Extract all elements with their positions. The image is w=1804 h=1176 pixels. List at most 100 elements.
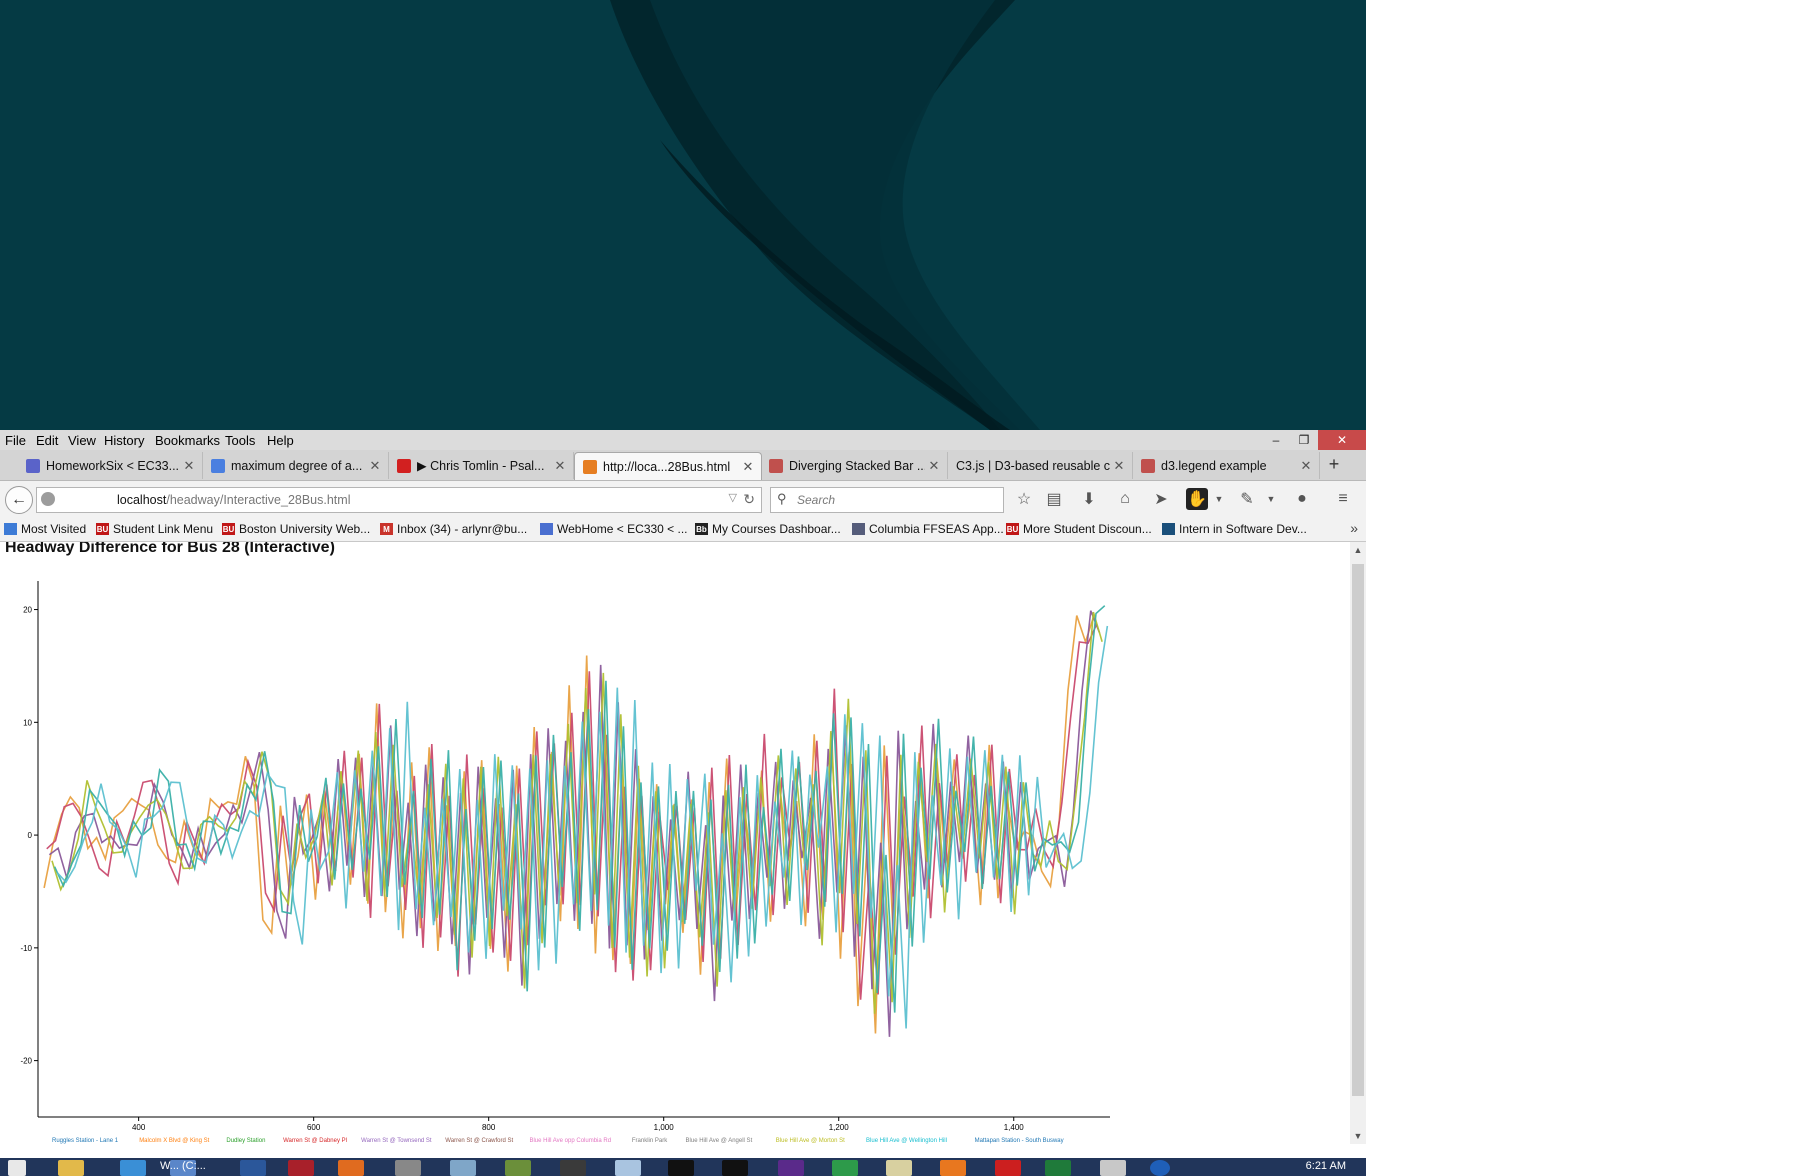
star-icon[interactable]: ☆ [1016, 491, 1032, 508]
tab-c3js[interactable]: C3.js | D3-based reusable c... ✕ [948, 452, 1133, 479]
bookmark-more-discounts[interactable]: BU More Student Discoun... [1006, 522, 1152, 536]
menu-edit[interactable]: Edit [36, 433, 59, 448]
menu-help[interactable]: Help [267, 433, 294, 448]
file-explorer-icon[interactable] [58, 1160, 84, 1176]
reload-icon[interactable]: ↻ [743, 491, 755, 507]
chrome-icon[interactable] [832, 1160, 858, 1176]
scrollbar-thumb[interactable] [1352, 564, 1364, 1096]
app-icon[interactable] [560, 1160, 586, 1176]
search-input[interactable]: ⚲ Search [770, 487, 1004, 513]
tab-title: C3.js | D3-based reusable c... [956, 458, 1110, 473]
youtube-icon [397, 458, 411, 473]
tab-close-icon[interactable]: ✕ [742, 458, 754, 474]
tab-strip: HomeworkSix < EC33... ✕ maximum degree o… [0, 450, 1366, 481]
legend-item: Ruggles Station - Lane 1 [52, 1138, 119, 1144]
menu-file[interactable]: File [5, 433, 26, 448]
menu-view[interactable]: View [68, 433, 96, 448]
pen-icon[interactable]: ✎ [1240, 491, 1254, 508]
home-icon[interactable]: ⌂ [1120, 490, 1130, 507]
legend-item: Mattapan Station - South Busway [975, 1138, 1064, 1144]
start-button-icon[interactable] [8, 1160, 26, 1176]
menu-tools[interactable]: Tools [225, 433, 256, 448]
y-tick-label: -20 [20, 1057, 32, 1066]
bookmarks-overflow-icon[interactable]: » [1350, 520, 1358, 536]
dropdown-icon[interactable]: ▼ [1266, 494, 1276, 504]
terminal-icon[interactable] [722, 1160, 748, 1176]
y-tick-label: 10 [23, 718, 32, 727]
minimize-button[interactable]: – [1272, 433, 1280, 447]
tab-homework[interactable]: HomeworkSix < EC33... ✕ [18, 452, 203, 479]
taskbar-clock[interactable]: 6:21 AM [1305, 1160, 1346, 1172]
bookmark-bu-web[interactable]: BU Boston University Web... [222, 522, 370, 536]
bookmark-webhome[interactable]: WebHome < EC330 < ... [540, 522, 688, 536]
bookmark-label: Inbox (34) - arlynr@bu... [397, 522, 528, 536]
bookmark-columbia[interactable]: Columbia FFSEAS App... [852, 522, 1004, 536]
bl-ocks-icon [769, 458, 783, 473]
tab-close-icon[interactable]: ✕ [554, 457, 566, 473]
help-icon[interactable] [1150, 1160, 1170, 1176]
desktop-wallpaper [0, 0, 1366, 430]
send-icon[interactable]: ➤ [1154, 491, 1168, 508]
site-identity-icon[interactable] [41, 492, 55, 506]
taskbar-window-label[interactable]: W... (C:... [160, 1160, 206, 1172]
app-icon[interactable] [120, 1160, 146, 1176]
headway-line-chart[interactable]: 20 10 0 -10 -20 400 600 800 1,000 1,200 1,400 Ruggl… [0, 542, 1350, 1144]
series-line [46, 623, 1098, 1000]
background-area [1366, 0, 1804, 1176]
tab-interactive-28bus[interactable]: http://loca...28Bus.html ✕ [574, 452, 762, 480]
page-content: Headway Difference for Bus 28 (Interacti… [0, 542, 1350, 1144]
scroll-up-icon[interactable]: ▲ [1353, 545, 1363, 555]
app-icon[interactable] [170, 1160, 196, 1176]
close-window-button[interactable]: ✕ [1318, 430, 1366, 450]
back-arrow-icon[interactable]: ← [5, 486, 33, 514]
tab-close-icon[interactable]: ✕ [369, 457, 381, 473]
app-icon[interactable] [288, 1160, 314, 1176]
chat-icon[interactable]: ● [1297, 490, 1307, 507]
bookmark-most-visited[interactable]: Most Visited [4, 522, 86, 536]
excel-icon[interactable] [1045, 1160, 1071, 1176]
app-icon[interactable] [1100, 1160, 1126, 1176]
bookmark-my-courses[interactable]: Bb My Courses Dashboar... [695, 522, 841, 536]
tab-close-icon[interactable]: ✕ [1300, 457, 1312, 473]
xampp-icon[interactable] [940, 1160, 966, 1176]
hamburger-menu-icon[interactable]: ≡ [1338, 490, 1348, 507]
app-icon[interactable] [450, 1160, 476, 1176]
cmd-icon[interactable] [668, 1160, 694, 1176]
word-icon[interactable] [240, 1160, 266, 1176]
hp-icon[interactable] [395, 1160, 421, 1176]
url-text: localhost/headway/Interactive_28Bus.html [117, 493, 350, 507]
dropdown-icon[interactable]: ▼ [1214, 494, 1224, 504]
vertical-scrollbar[interactable]: ▲ ▼ [1350, 542, 1366, 1144]
bl-ocks-icon [1141, 458, 1155, 473]
bookmark-intern[interactable]: Intern in Software Dev... [1162, 522, 1307, 536]
menu-bookmarks[interactable]: Bookmarks [155, 433, 221, 448]
tab-d3-legend[interactable]: d3.legend example ✕ [1133, 452, 1320, 479]
series-line [48, 610, 1101, 1037]
app-icon[interactable] [615, 1160, 641, 1176]
bookmark-inbox[interactable]: M Inbox (34) - arlynr@bu... [380, 522, 527, 536]
hand-icon[interactable]: ✋ [1186, 488, 1208, 510]
app-icon[interactable] [886, 1160, 912, 1176]
restore-button[interactable]: ❐ [1298, 433, 1310, 447]
tab-maximum-degree[interactable]: maximum degree of a... ✕ [203, 452, 389, 479]
blackboard-icon: Bb [695, 523, 708, 535]
url-dropdown-icon[interactable]: ▽ [728, 492, 737, 504]
scroll-down-icon[interactable]: ▼ [1353, 1131, 1363, 1141]
url-bar[interactable]: localhost/headway/Interactive_28Bus.html… [36, 487, 762, 513]
download-icon[interactable]: ⬇ [1082, 491, 1096, 508]
new-tab-button[interactable]: + [1328, 454, 1340, 474]
acrobat-icon[interactable] [995, 1160, 1021, 1176]
eclipse-icon[interactable] [778, 1160, 804, 1176]
tab-close-icon[interactable]: ✕ [928, 457, 940, 473]
tab-close-icon[interactable]: ✕ [183, 457, 195, 473]
menu-bar: File Edit View History Bookmarks Tools H… [0, 430, 1366, 450]
columbia-icon [852, 523, 865, 535]
reading-list-icon[interactable]: ▤ [1046, 491, 1062, 508]
tab-diverging-stacked-bar[interactable]: Diverging Stacked Bar ... ✕ [761, 452, 948, 479]
tab-chris-tomlin[interactable]: ▶ Chris Tomlin - Psal... ✕ [389, 452, 574, 479]
bookmark-student-link[interactable]: BU Student Link Menu [96, 522, 213, 536]
firefox-icon[interactable] [338, 1160, 364, 1176]
paint-icon[interactable] [505, 1160, 531, 1176]
tab-close-icon[interactable]: ✕ [1113, 457, 1125, 473]
menu-history[interactable]: History [104, 433, 145, 448]
